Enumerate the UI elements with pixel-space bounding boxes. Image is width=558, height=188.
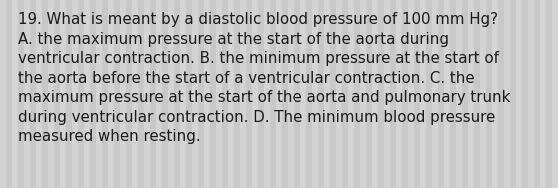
Bar bbox=[522, 0, 528, 188]
Bar bbox=[162, 0, 168, 188]
Bar bbox=[486, 0, 492, 188]
Bar bbox=[144, 0, 150, 188]
Bar bbox=[102, 0, 108, 188]
Bar bbox=[390, 0, 396, 188]
Bar bbox=[456, 0, 462, 188]
Bar bbox=[378, 0, 384, 188]
Bar bbox=[528, 0, 534, 188]
Bar bbox=[414, 0, 420, 188]
Bar bbox=[270, 0, 276, 188]
Bar bbox=[252, 0, 258, 188]
Bar bbox=[156, 0, 162, 188]
Bar bbox=[336, 0, 342, 188]
Bar bbox=[222, 0, 228, 188]
Bar bbox=[198, 0, 204, 188]
Bar bbox=[360, 0, 366, 188]
Bar bbox=[516, 0, 522, 188]
Bar bbox=[72, 0, 78, 188]
Bar bbox=[276, 0, 282, 188]
Bar bbox=[240, 0, 246, 188]
Bar bbox=[48, 0, 54, 188]
Bar bbox=[282, 0, 288, 188]
Bar bbox=[462, 0, 468, 188]
Text: 19. What is meant by a diastolic blood pressure of 100 mm Hg?
A. the maximum pre: 19. What is meant by a diastolic blood p… bbox=[18, 12, 511, 144]
Bar bbox=[264, 0, 270, 188]
Bar bbox=[12, 0, 18, 188]
Bar bbox=[408, 0, 414, 188]
Bar bbox=[180, 0, 186, 188]
Bar bbox=[540, 0, 546, 188]
Bar bbox=[78, 0, 84, 188]
Bar bbox=[114, 0, 120, 188]
Bar bbox=[312, 0, 318, 188]
Bar bbox=[204, 0, 210, 188]
Bar bbox=[96, 0, 102, 188]
Bar bbox=[0, 0, 6, 188]
Bar bbox=[42, 0, 48, 188]
Bar bbox=[534, 0, 540, 188]
Bar bbox=[234, 0, 240, 188]
Bar bbox=[216, 0, 222, 188]
Bar bbox=[330, 0, 336, 188]
Bar bbox=[246, 0, 252, 188]
Bar bbox=[36, 0, 42, 188]
Bar bbox=[504, 0, 510, 188]
Bar bbox=[546, 0, 552, 188]
Bar bbox=[132, 0, 138, 188]
Bar bbox=[402, 0, 408, 188]
Bar bbox=[432, 0, 438, 188]
Bar bbox=[426, 0, 432, 188]
Bar bbox=[186, 0, 192, 188]
Bar bbox=[54, 0, 60, 188]
Bar bbox=[168, 0, 174, 188]
Bar bbox=[468, 0, 474, 188]
Bar bbox=[60, 0, 66, 188]
Bar bbox=[474, 0, 480, 188]
Bar bbox=[24, 0, 30, 188]
Bar bbox=[126, 0, 132, 188]
Bar bbox=[138, 0, 144, 188]
Bar bbox=[498, 0, 504, 188]
Bar bbox=[354, 0, 360, 188]
Bar bbox=[258, 0, 264, 188]
Bar bbox=[294, 0, 300, 188]
Bar bbox=[192, 0, 198, 188]
Bar bbox=[438, 0, 444, 188]
Bar bbox=[120, 0, 126, 188]
Bar bbox=[108, 0, 114, 188]
Bar bbox=[396, 0, 402, 188]
Bar bbox=[324, 0, 330, 188]
Bar bbox=[84, 0, 90, 188]
Bar bbox=[150, 0, 156, 188]
Bar bbox=[318, 0, 324, 188]
Bar bbox=[450, 0, 456, 188]
Bar bbox=[366, 0, 372, 188]
Bar bbox=[288, 0, 294, 188]
Bar bbox=[228, 0, 234, 188]
Bar bbox=[300, 0, 306, 188]
Bar bbox=[306, 0, 312, 188]
Bar bbox=[210, 0, 216, 188]
Bar bbox=[480, 0, 486, 188]
Bar bbox=[348, 0, 354, 188]
Bar bbox=[492, 0, 498, 188]
Bar bbox=[444, 0, 450, 188]
Bar bbox=[372, 0, 378, 188]
Bar bbox=[420, 0, 426, 188]
Bar bbox=[384, 0, 390, 188]
Bar bbox=[66, 0, 72, 188]
Bar bbox=[342, 0, 348, 188]
Bar bbox=[6, 0, 12, 188]
Bar bbox=[18, 0, 24, 188]
Bar bbox=[510, 0, 516, 188]
Bar bbox=[30, 0, 36, 188]
Bar bbox=[552, 0, 558, 188]
Bar bbox=[90, 0, 96, 188]
Bar bbox=[174, 0, 180, 188]
